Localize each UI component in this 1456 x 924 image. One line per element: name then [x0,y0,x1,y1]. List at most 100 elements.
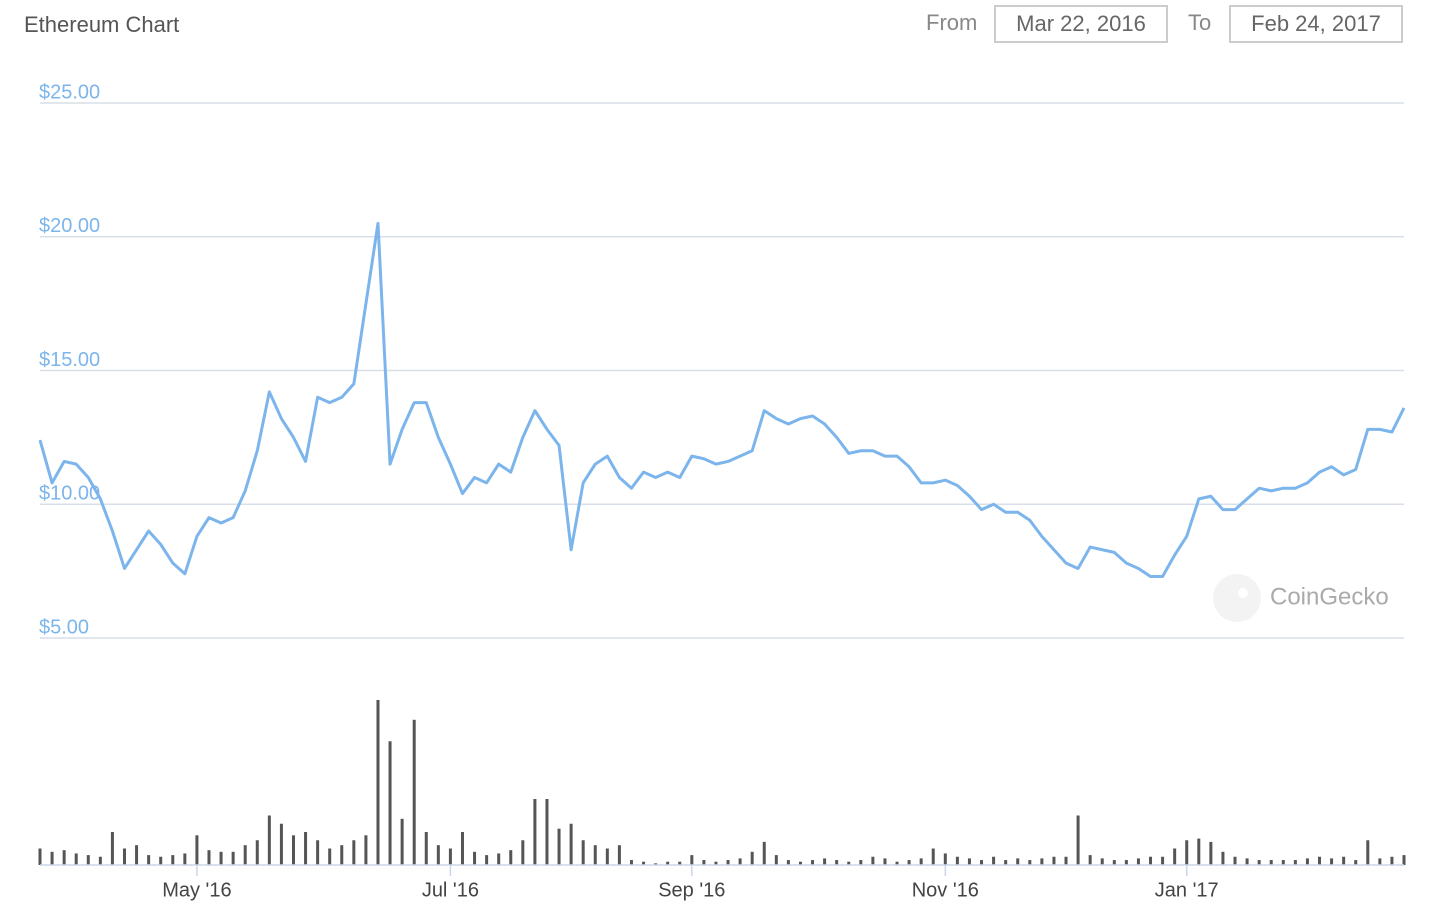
volume-bar [666,861,670,865]
volume-bar [823,858,827,865]
volume-bar [460,832,464,865]
watermark: CoinGecko [1270,583,1389,610]
y-tick-label: $10.00 [39,483,100,505]
volume-bar [1016,858,1020,865]
volume-bar [1233,856,1237,865]
volume-bar [110,832,114,865]
x-tick-label: Jan '17 [1155,879,1219,901]
volume-bar [279,823,283,865]
volume-bar [1257,860,1261,865]
volume-bar [1330,858,1334,865]
volume-bar [654,863,658,865]
volume-bar [714,861,718,865]
volume-bar [1161,856,1165,865]
volume-bar [316,840,320,865]
volume-bar [967,858,971,865]
volume-bar [74,853,78,865]
volume-bar [352,840,356,865]
volume-bar [340,845,344,865]
x-tick-label: Jul '16 [422,879,479,901]
volume-bar [376,700,380,865]
volume-bar [895,861,899,865]
volume-bar [871,856,875,865]
volume-bar [424,832,428,865]
volume-bar [50,851,54,865]
y-tick-label: $5.00 [39,616,89,638]
from-date-input[interactable]: Mar 22, 2016 [994,5,1168,43]
volume-bar [1269,860,1273,865]
volume-bar [219,851,223,865]
volume-bar [992,856,996,865]
volume-bar [62,850,66,865]
volume-bar [1076,815,1080,865]
volume-bar [1064,856,1068,865]
volume-bar [1173,848,1177,865]
volume-bar [1209,841,1213,865]
volume-bar [304,832,308,865]
volume-bar [1136,858,1140,865]
volume-bar [412,719,416,865]
volume-bar [629,860,633,865]
volume-bar [726,860,730,865]
volume-bar [122,848,126,865]
chart-title: Ethereum Chart [24,12,180,37]
from-label: From [926,10,978,35]
volume-bar [521,840,525,865]
volume-bar [545,799,549,865]
volume-bar [255,840,259,865]
volume-bar [1305,858,1309,865]
volume-bar [98,856,102,865]
volume-bar [786,860,790,865]
volume-bar [436,845,440,865]
volume-bar [388,741,392,865]
volume-bar [835,860,839,865]
x-tick-label: May '16 [162,879,231,901]
volume-bar [135,845,139,865]
volume-bar [738,858,742,865]
volume-bar [943,853,947,865]
y-tick-label: $15.00 [39,349,100,371]
price-line [38,221,1406,578]
volume-bar [1197,838,1201,865]
volume-bar [750,851,754,865]
volume-bar [617,845,621,865]
watermark-logo [1213,574,1261,622]
x-tick-label: Sep '16 [658,879,725,901]
volume-bar [847,861,851,865]
volume-bar [1378,858,1382,865]
volume-bar [1221,851,1225,865]
volume-bar [762,841,766,865]
volume-bar [231,851,235,865]
volume-bar [1390,856,1394,865]
volume-bar [1293,860,1297,865]
volume-bar [1112,860,1116,865]
y-tick-label: $25.00 [39,81,100,103]
volume-bar [1318,856,1322,865]
volume-bar [557,828,561,865]
volume-bar [859,860,863,865]
volume-bar [1149,856,1153,865]
volume-bar [243,845,247,865]
volume-bar [38,848,42,865]
volume-bar [1040,858,1044,865]
volume-bar [473,851,477,865]
volume-bar [774,855,778,865]
volume-bar [171,855,175,865]
volume-bar [1342,856,1346,865]
volume-bar [86,855,90,865]
to-date-input[interactable]: Feb 24, 2017 [1229,5,1403,43]
volume-bar [1245,858,1249,865]
volume-bar [1028,860,1032,865]
volume-bar [364,835,368,865]
volume-bar [798,861,802,865]
y-tick-label: $20.00 [39,215,100,237]
volume-bar [267,815,271,865]
volume-bar [291,835,295,865]
volume-bar [1402,855,1406,865]
volume-bar [183,853,187,865]
volume-bar [678,861,682,865]
volume-bar [448,848,452,865]
volume-bar [195,835,199,865]
volume-bar [642,861,646,865]
